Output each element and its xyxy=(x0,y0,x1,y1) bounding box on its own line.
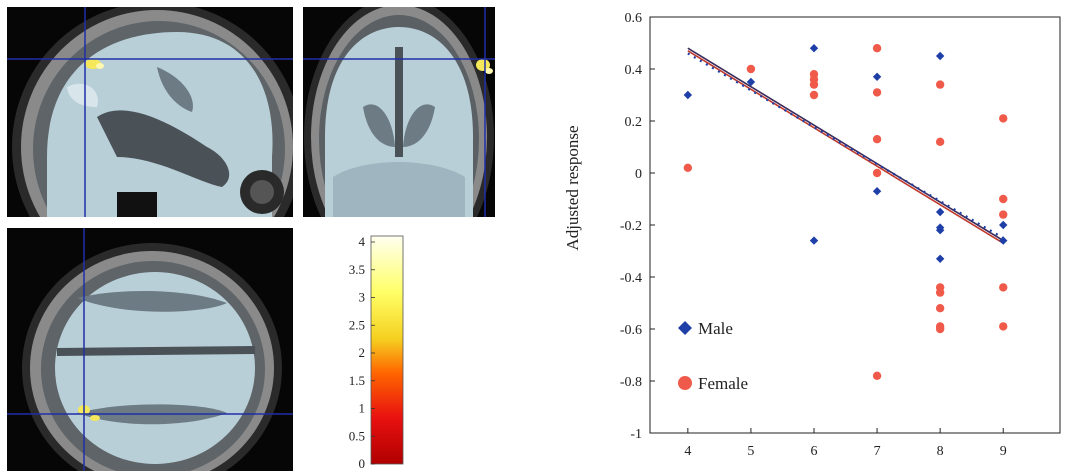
colorbar-tick-label: 2 xyxy=(359,345,366,360)
plot-area xyxy=(649,16,1061,434)
y-tick-label: -0.2 xyxy=(620,219,642,234)
male-data-point xyxy=(935,207,945,217)
y-tick-label: -0.8 xyxy=(620,375,642,390)
female-data-point xyxy=(999,283,1008,292)
colorbar: 4 3.5 3 2.5 2 1.5 1 0.5 0 xyxy=(325,232,415,471)
sagittal-brain-slice xyxy=(7,7,293,217)
x-tick-label: 4 xyxy=(684,444,691,459)
colorbar-tick-label: 4 xyxy=(359,234,366,249)
axial-brain-slice xyxy=(7,228,293,471)
female-data-point xyxy=(872,371,882,380)
male-data-point xyxy=(809,44,819,53)
female-data-point xyxy=(809,90,819,100)
colorbar-tick-label: 1 xyxy=(359,401,366,416)
male-data-point xyxy=(809,236,819,245)
colorbar-gradient xyxy=(370,235,404,465)
female-data-point xyxy=(872,44,882,53)
y-tick-label: 0.2 xyxy=(625,115,643,130)
legend-female-marker xyxy=(678,376,692,390)
colorbar-tick-label: 0.5 xyxy=(349,428,365,443)
colorbar-tick-label: 2.5 xyxy=(349,317,365,332)
x-tick-label: 8 xyxy=(937,444,944,459)
regression-line xyxy=(687,50,1004,244)
y-tick-label: -0.4 xyxy=(620,271,642,286)
male-data-point xyxy=(999,220,1008,230)
x-tick-label: 7 xyxy=(874,444,881,459)
female-data-point xyxy=(935,322,945,331)
y-axis-label: Adjusted response xyxy=(563,125,582,250)
female-data-point xyxy=(809,80,819,89)
male-data-point xyxy=(935,51,945,61)
coronal-brain-slice xyxy=(303,7,495,217)
male-data-point xyxy=(683,90,693,100)
female-data-point xyxy=(935,304,945,313)
scatter-chart: Adjusted response 0.6 0.4 0.2 0 -0.2 -0.4 -0.6… xyxy=(555,0,1070,471)
female-data-point xyxy=(935,80,945,89)
x-tick-label: 6 xyxy=(811,444,818,459)
y-tick-label: -0.6 xyxy=(620,323,642,338)
x-tick-label: 9 xyxy=(1000,444,1007,459)
female-data-point xyxy=(999,210,1008,219)
legend-male-marker xyxy=(678,321,692,335)
female-data-point xyxy=(872,168,882,178)
female-data-point xyxy=(746,64,756,74)
male-data-point xyxy=(999,236,1008,245)
female-data-point xyxy=(935,288,945,297)
male-data-point xyxy=(872,187,882,196)
regression-line xyxy=(687,52,1004,239)
female-data-point xyxy=(999,194,1008,204)
female-data-point xyxy=(683,163,693,172)
female-data-point xyxy=(935,137,945,146)
female-data-point xyxy=(872,88,882,97)
y-tick-label: 0 xyxy=(635,167,642,182)
y-tick-label: -1 xyxy=(630,427,642,442)
y-tick-label: 0.4 xyxy=(625,63,643,78)
female-data-point xyxy=(999,114,1008,123)
female-data-point xyxy=(999,322,1008,331)
colorbar-tick-label: 1.5 xyxy=(349,373,365,388)
female-data-point xyxy=(872,135,882,144)
legend-label: Female xyxy=(698,374,748,393)
colorbar-tick-label: 3.5 xyxy=(349,262,365,277)
colorbar-tick-label: 0 xyxy=(359,456,366,471)
x-tick-label: 5 xyxy=(747,444,754,459)
male-data-point xyxy=(746,77,756,87)
colorbar-tick-label: 3 xyxy=(359,290,366,305)
y-tick-label: 0.6 xyxy=(625,11,643,26)
legend-label: Male xyxy=(698,319,733,338)
male-data-point xyxy=(935,254,945,263)
male-data-point xyxy=(872,72,882,81)
regression-line xyxy=(687,47,1004,242)
